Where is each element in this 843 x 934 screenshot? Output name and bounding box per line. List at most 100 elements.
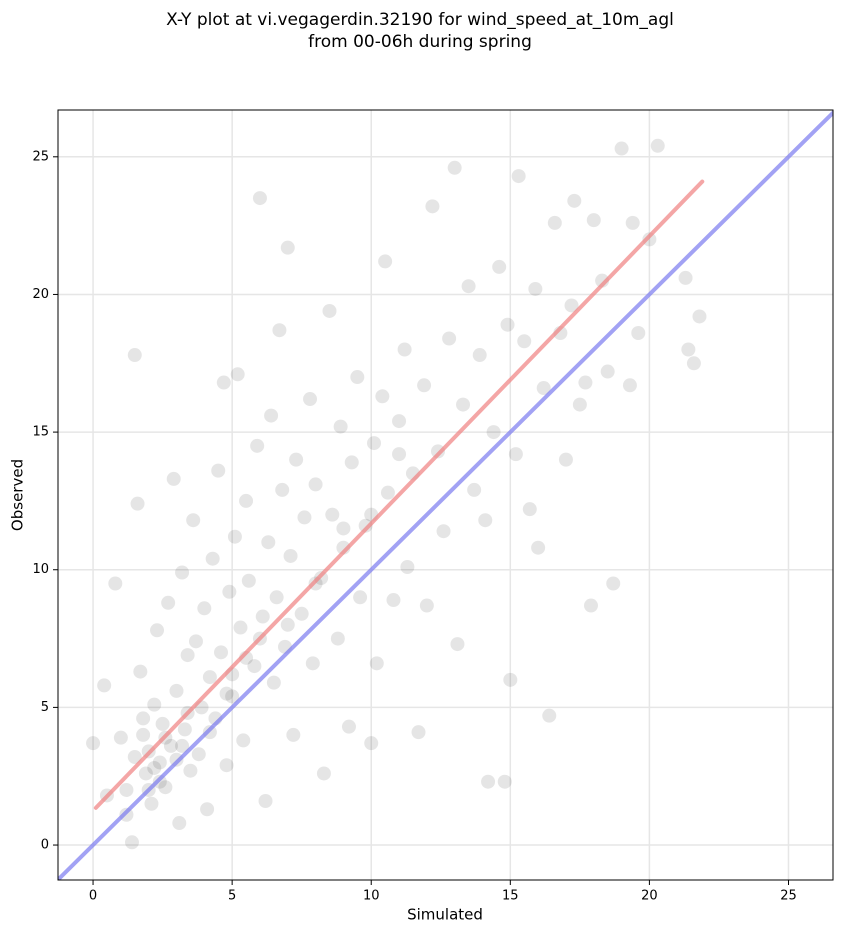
scatter-point xyxy=(272,323,287,338)
scatter-point xyxy=(547,215,562,230)
scatter-point xyxy=(163,738,178,753)
scatter-point xyxy=(511,169,526,184)
scatter-point xyxy=(419,598,434,613)
scatter-point xyxy=(503,672,518,687)
scatter-point xyxy=(172,816,187,831)
scatter-point xyxy=(222,584,237,599)
y-tick-label: 15 xyxy=(32,425,49,440)
scatter-point xyxy=(578,375,593,390)
scatter-point xyxy=(177,722,192,737)
scatter-point xyxy=(124,835,139,850)
scatter-point xyxy=(169,683,184,698)
y-tick-label: 10 xyxy=(32,562,49,577)
x-tick-label: 25 xyxy=(780,889,797,904)
scatter-point xyxy=(264,408,279,423)
scatter-point xyxy=(500,317,515,332)
scatter-point xyxy=(283,548,298,563)
scatter-point xyxy=(175,565,190,580)
scatter-point xyxy=(219,686,234,701)
scatter-point xyxy=(467,482,482,497)
scatter-point xyxy=(472,348,487,363)
scatter-point xyxy=(586,213,601,228)
scatter-point xyxy=(166,471,181,486)
scatter-point xyxy=(188,634,203,649)
scatter-point xyxy=(606,576,621,591)
scatter-point xyxy=(241,573,256,588)
scatter-point xyxy=(119,782,134,797)
scatter-point xyxy=(258,793,273,808)
scatter-point xyxy=(250,438,265,453)
trend-line xyxy=(58,110,833,880)
scatter-point xyxy=(211,463,226,478)
scatter-point xyxy=(191,747,206,762)
y-tick-label: 20 xyxy=(32,287,49,302)
scatter-point xyxy=(150,623,165,638)
x-tick-label: 15 xyxy=(502,889,519,904)
scatter-point xyxy=(681,342,696,357)
scatter-point xyxy=(155,716,170,731)
scatter-point xyxy=(322,303,337,318)
scatter-point xyxy=(214,645,229,660)
scatter-point xyxy=(642,232,657,247)
scatter-point xyxy=(133,664,148,679)
scatter-point xyxy=(353,590,368,605)
scatter-point xyxy=(113,730,128,745)
scatter-point xyxy=(197,601,212,616)
scatter-point xyxy=(136,727,151,742)
scatter-point xyxy=(492,259,507,274)
scatter-point xyxy=(411,725,426,740)
scatter-point xyxy=(375,389,390,404)
scatter-point xyxy=(158,780,173,795)
scatter-point xyxy=(147,760,162,775)
y-tick-label: 0 xyxy=(41,838,49,853)
scatter-point xyxy=(625,215,640,230)
scatter-point xyxy=(161,595,176,610)
scatter-point xyxy=(280,240,295,255)
scatter-point xyxy=(486,425,501,440)
scatter-point xyxy=(536,381,551,396)
scatter-point xyxy=(572,397,587,412)
scatter-point xyxy=(261,535,276,550)
scatter-point xyxy=(442,331,457,346)
scatter-point xyxy=(202,670,217,685)
scatter-point xyxy=(280,617,295,632)
x-tick-label: 10 xyxy=(363,889,380,904)
scatter-point xyxy=(417,378,432,393)
scatter-point xyxy=(392,414,407,429)
scatter-point xyxy=(289,452,304,467)
scatter-point xyxy=(397,342,412,357)
scatter-point xyxy=(336,521,351,536)
scatter-point xyxy=(297,510,312,525)
scatter-point xyxy=(522,502,537,517)
scatter-point xyxy=(303,392,318,407)
scatter-point xyxy=(219,758,234,773)
scatter-point xyxy=(316,766,331,781)
scatter-point xyxy=(508,447,523,462)
scatter-point xyxy=(216,375,231,390)
scatter-point xyxy=(567,193,582,208)
scatter-point xyxy=(497,774,512,789)
scatter-point xyxy=(200,802,215,817)
scatter-point xyxy=(330,631,345,646)
scatter-point xyxy=(386,593,401,608)
scatter-point xyxy=(450,637,465,652)
scatter-point xyxy=(144,796,159,811)
x-axis-label: Simulated xyxy=(407,906,483,924)
scatter-point xyxy=(333,419,348,434)
scatter-point xyxy=(247,659,262,674)
x-tick-label: 5 xyxy=(228,889,236,904)
y-tick-label: 25 xyxy=(32,149,49,164)
scatter-point xyxy=(138,766,153,781)
scatter-point xyxy=(127,749,142,764)
scatter-point xyxy=(239,493,254,508)
scatter-point xyxy=(447,160,462,175)
scatter-point xyxy=(286,727,301,742)
scatter-point xyxy=(127,348,142,363)
scatter-point xyxy=(558,452,573,467)
scatter-point xyxy=(650,138,665,153)
scatter-point xyxy=(147,697,162,712)
x-tick-label: 0 xyxy=(89,889,97,904)
scatter-point xyxy=(275,482,290,497)
scatter-point xyxy=(186,513,201,528)
scatter-point xyxy=(367,436,382,451)
